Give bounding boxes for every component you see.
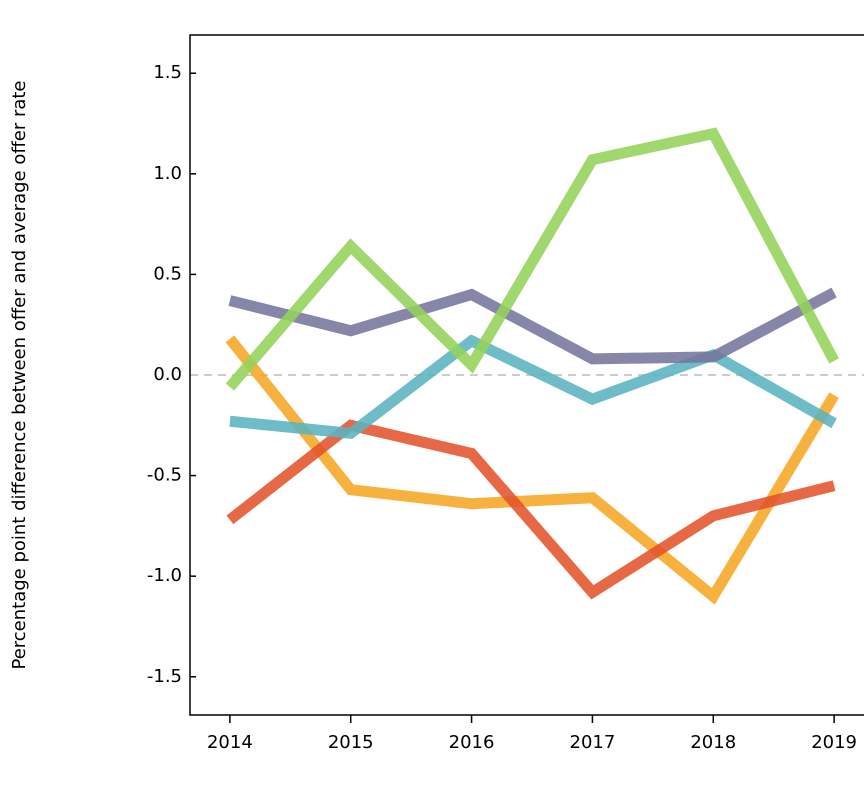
x-tick-label: 2016 xyxy=(449,732,495,753)
y-tick-label: -1.0 xyxy=(147,565,182,586)
series-line xyxy=(228,287,837,365)
series-line xyxy=(229,334,837,440)
y-tick-label: 1.0 xyxy=(153,163,182,184)
y-axis-label: Percentage point difference between offe… xyxy=(9,80,30,669)
y-tick-label: 0.5 xyxy=(153,263,182,284)
y-tick-label: 1.5 xyxy=(153,62,182,83)
y-tick-label: 0.0 xyxy=(153,364,182,385)
series-line xyxy=(225,127,839,391)
y-tick-label: -0.5 xyxy=(147,465,182,486)
x-tick-label: 2014 xyxy=(207,732,253,753)
series-line xyxy=(225,335,839,605)
x-tick-label: 2018 xyxy=(690,732,736,753)
y-tick-label: -1.5 xyxy=(147,666,182,687)
x-tick-label: 2019 xyxy=(811,732,857,753)
x-tick-label: 2015 xyxy=(328,732,374,753)
plot-frame xyxy=(189,34,864,716)
series-line xyxy=(226,419,836,600)
x-tick-label: 2017 xyxy=(570,732,616,753)
